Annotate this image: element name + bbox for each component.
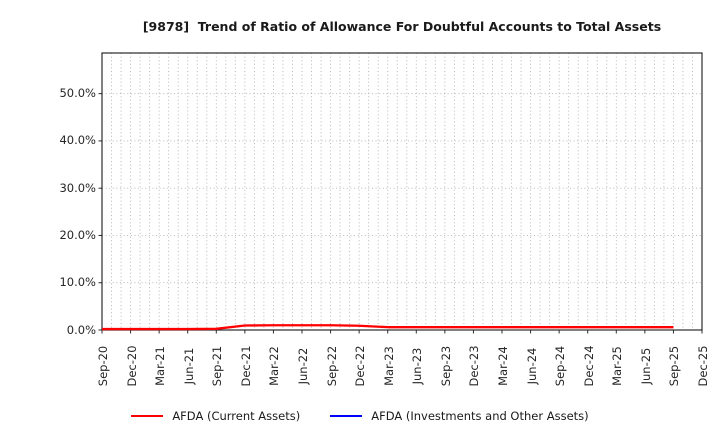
y-tick-label: 50.0% — [59, 86, 96, 101]
x-tick-label: Mar-24 — [496, 346, 510, 386]
red-line-sample-icon — [131, 414, 164, 418]
y-tick-label: 20.0% — [59, 227, 96, 242]
x-tick-label: Sep-23 — [438, 345, 453, 387]
x-tick-label: Jun-23 — [410, 347, 425, 385]
x-tick-label: Mar-23 — [381, 346, 396, 386]
legend-label-afda-investments: AFDA (Investments and Other Assets) — [371, 409, 589, 423]
x-tick-label: Mar-25 — [610, 346, 625, 386]
x-tick-label: Jun-22 — [296, 347, 310, 385]
plot-border — [101, 52, 703, 331]
x-tick-label: Sep-22 — [324, 345, 339, 387]
blue-line-sample-icon — [330, 414, 363, 418]
x-tick-label: Sep-24 — [553, 345, 568, 387]
legend: AFDA (Current Assets) AFDA (Investments … — [0, 409, 720, 423]
x-tick-label: Sep-20 — [96, 345, 110, 387]
y-tick-label: 10.0% — [59, 275, 96, 290]
x-tick-label: Jun-21 — [181, 347, 196, 385]
x-tick-label: Sep-21 — [210, 345, 225, 387]
x-tick-label: Dec-20 — [124, 345, 139, 387]
x-tick-label: Jun-25 — [638, 347, 653, 385]
x-tick-label: Mar-22 — [267, 346, 282, 386]
series-line-0 — [102, 324, 674, 331]
x-tick-label: Dec-23 — [467, 345, 482, 387]
y-tick-label: 0.0% — [66, 322, 96, 337]
x-tick-label: Sep-25 — [667, 345, 682, 387]
x-tick-label: Dec-24 — [581, 345, 596, 387]
legend-label-afda-current: AFDA (Current Assets) — [172, 409, 301, 423]
x-tick-label: Jun-24 — [524, 347, 539, 385]
y-tick-label: 30.0% — [59, 180, 96, 195]
legend-entry-afda-current: AFDA (Current Assets) — [131, 409, 300, 423]
x-tick-label: Dec-21 — [238, 345, 253, 387]
x-tick-label: Dec-25 — [696, 345, 710, 387]
x-tick-label: Dec-22 — [353, 345, 368, 387]
x-tick-label: Mar-21 — [153, 346, 168, 386]
y-tick-label: 40.0% — [59, 133, 96, 148]
legend-entry-afda-investments: AFDA (Investments and Other Assets) — [330, 409, 589, 423]
chart-title: [9878] Trend of Ratio of Allowance For D… — [142, 19, 662, 34]
